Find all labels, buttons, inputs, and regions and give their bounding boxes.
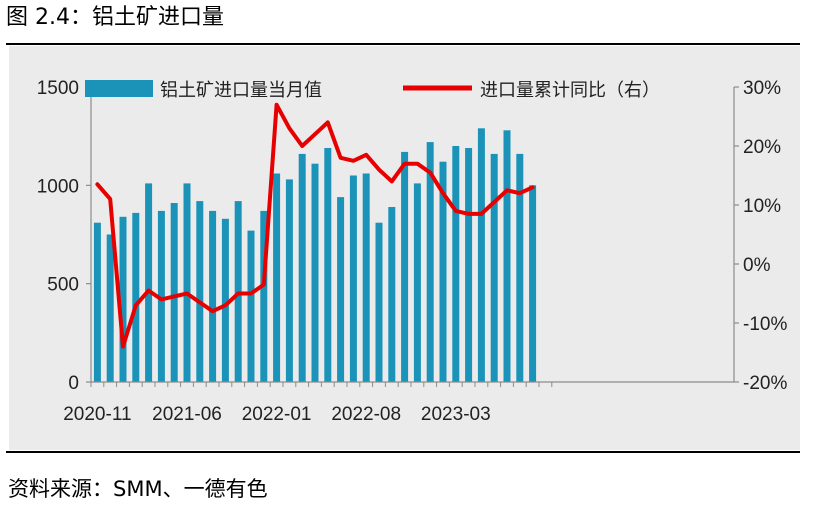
yoy-point-2022-07 <box>351 159 355 163</box>
yoy-point-2023-09 <box>531 185 535 189</box>
right-tick-label: -10% <box>743 314 787 335</box>
bar-2022-03 <box>298 153 306 382</box>
yoy-point-2022-10 <box>390 179 394 183</box>
bar-2023-08 <box>516 153 524 382</box>
legend: 铝土矿进口量当月值 进口量累计同比（右） <box>85 80 660 101</box>
bar-2020-11 <box>93 222 101 382</box>
bar-2023-07 <box>503 130 511 382</box>
bar-2022-04 <box>311 163 319 382</box>
yoy-point-2021-06 <box>185 292 189 295</box>
yoy-point-2023-01 <box>428 171 432 175</box>
yoy-point-2023-08 <box>518 191 522 195</box>
left-tick-label: 1000 <box>37 176 79 197</box>
right-tick-label: -20% <box>743 373 787 394</box>
bar-2020-12 <box>106 234 114 382</box>
bar-2022-08 <box>362 173 370 382</box>
left-tick-label: 1500 <box>37 78 79 99</box>
bar-2022-09 <box>375 222 383 382</box>
yoy-point-2021-05 <box>172 294 176 298</box>
yoy-point-2022-03 <box>300 144 304 148</box>
bar-2023-05 <box>477 128 485 382</box>
yoy-point-2022-05 <box>326 120 330 124</box>
right-tick-label: 10% <box>743 196 781 217</box>
yoy-point-2021-03 <box>147 289 151 293</box>
yoy-point-2023-07 <box>505 188 509 192</box>
bar-2021-12 <box>260 210 268 382</box>
x-tick-label: 2023-03 <box>421 404 491 425</box>
yoy-point-2023-05 <box>479 212 483 216</box>
legend-bar-label: 铝土矿进口量当月值 <box>160 80 322 101</box>
bottom-rule <box>6 451 800 453</box>
yoy-point-2022-09 <box>377 168 381 172</box>
yoy-point-2021-08 <box>211 309 215 313</box>
yoy-point-2022-04 <box>313 132 317 136</box>
line-series <box>95 102 535 349</box>
bar-series <box>93 128 537 382</box>
bar-2022-10 <box>388 207 396 382</box>
bar-2021-09 <box>221 218 229 382</box>
bar-2023-06 <box>490 153 498 382</box>
yoy-point-2022-02 <box>287 126 291 130</box>
bar-2021-06 <box>183 183 191 382</box>
yoy-point-2021-10 <box>236 292 240 295</box>
left-tick-label: 500 <box>47 275 79 296</box>
legend-line-label: 进口量累计同比（右） <box>480 80 660 101</box>
bar-2022-02 <box>285 179 293 382</box>
bar-2021-02 <box>132 212 140 382</box>
yoy-point-2023-02 <box>441 191 445 195</box>
yoy-point-2021-02 <box>134 303 138 307</box>
figure-title: 图 2.4：铝土矿进口量 <box>6 5 224 30</box>
x-tick-label: 2022-01 <box>242 404 312 425</box>
yoy-point-2022-12 <box>415 162 419 166</box>
bar-2022-07 <box>349 175 357 382</box>
bar-2022-11 <box>401 151 409 382</box>
x-tick-label: 2022-08 <box>331 404 401 425</box>
bar-2021-07 <box>196 201 204 382</box>
x-tick-label: 2020-11 <box>63 404 131 425</box>
yoy-point-2021-04 <box>159 297 163 301</box>
bar-2023-03 <box>452 146 460 382</box>
top-rule <box>6 43 800 45</box>
bar-2023-01 <box>426 142 434 382</box>
legend-bar-swatch <box>85 80 153 97</box>
yoy-point-2023-06 <box>492 200 496 204</box>
yoy-point-2023-03 <box>454 209 458 213</box>
axes: 0 500 1000 1500 -20% -10% 0% 10% 20% 30% 2020-11 20… <box>37 78 788 425</box>
yoy-point-2021-11 <box>249 292 253 295</box>
yoy-point-2022-11 <box>403 162 407 166</box>
source-note: 资料来源：SMM、一德有色 <box>8 477 268 501</box>
yoy-point-2022-01 <box>275 103 279 107</box>
yoy-point-2022-06 <box>339 156 343 160</box>
bar-2021-03 <box>145 183 153 382</box>
yoy-point-2021-12 <box>262 283 266 287</box>
right-tick-label: 30% <box>743 78 781 99</box>
bar-2022-06 <box>337 197 345 382</box>
bar-2022-05 <box>324 148 332 382</box>
yoy-point-2021-09 <box>223 303 227 307</box>
bar-2021-04 <box>157 210 165 382</box>
right-tick-label: 20% <box>743 137 781 158</box>
bar-2021-11 <box>247 230 255 382</box>
yoy-point-2021-07 <box>198 300 202 304</box>
x-tick-label: 2021-06 <box>152 404 222 425</box>
left-tick-label: 0 <box>68 373 79 394</box>
bar-2023-09 <box>529 185 537 382</box>
bar-2021-08 <box>209 210 217 382</box>
yoy-point-2020-12 <box>108 197 112 201</box>
bar-2022-01 <box>273 173 281 382</box>
right-tick-label: 0% <box>743 255 771 276</box>
bar-2022-12 <box>413 183 421 382</box>
bar-2023-04 <box>465 148 473 382</box>
yoy-point-2022-08 <box>364 153 368 157</box>
bar-2021-01 <box>119 216 127 382</box>
bar-2023-02 <box>439 161 447 382</box>
yoy-point-2021-01 <box>121 345 125 349</box>
bar-2021-05 <box>170 203 178 382</box>
yoy-point-2020-11 <box>95 182 99 186</box>
yoy-point-2023-04 <box>467 212 471 216</box>
